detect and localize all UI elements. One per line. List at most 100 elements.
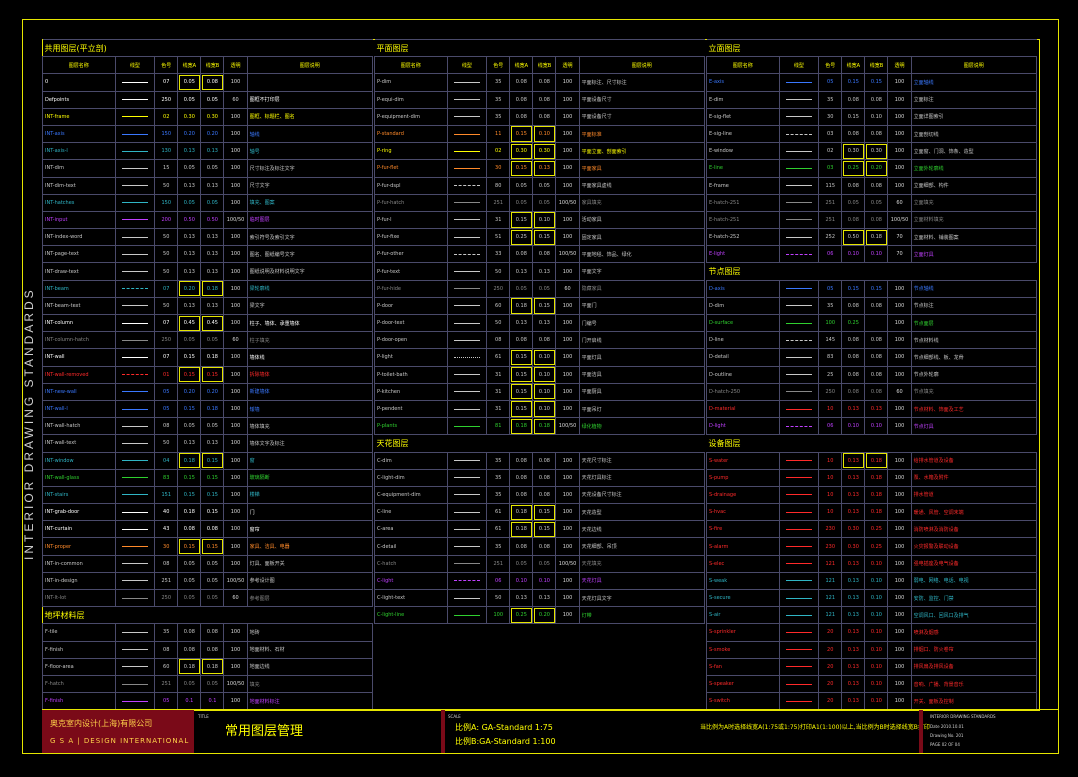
transparency: 100 — [887, 588, 912, 608]
transparency: 100 — [887, 692, 912, 711]
color-number: 35 — [818, 296, 843, 316]
lineweight-a: 0.13 — [177, 142, 202, 161]
header-cell: 线型 — [446, 56, 488, 75]
layer-name: INT-wall-l — [42, 399, 116, 419]
lineweight-b: 0.05 — [532, 279, 557, 298]
layer-row: C-area 61 0.18 0.15 100 天花边线 — [374, 520, 706, 539]
lineweight-b: 0.15 — [864, 279, 889, 298]
layer-row: D-outline 25 0.08 0.08 100 节点外轮廓 — [706, 365, 1038, 384]
transparency: 100 — [555, 313, 580, 333]
lineweight-b: 0.25 — [864, 537, 889, 556]
linetype-swatch — [785, 631, 813, 633]
lineweight-b: 0.20 — [200, 382, 225, 401]
linetype-swatch — [121, 528, 149, 530]
transparency: 100 — [887, 176, 912, 195]
color-number: 35 — [486, 451, 511, 470]
lineweight-a: 0.10 — [841, 245, 866, 264]
section-title: 共用图层(平立剖) — [42, 38, 373, 58]
layer-name: C-light-line — [374, 606, 448, 625]
layer-row: D-material 10 0.13 0.13 100 节点材料、饰面及工艺 — [706, 399, 1038, 419]
layer-description: 安防、监控、门禁 — [910, 588, 1038, 608]
layer-row: C-detail 35 0.08 0.08 100 天花细部、吊顶 — [374, 537, 706, 556]
linetype-cell — [778, 107, 820, 126]
linetype-cell — [114, 468, 156, 487]
lineweight-b: 0.05 — [200, 588, 225, 608]
lineweight-b: 0.10 — [864, 417, 889, 436]
linetype-cell — [446, 382, 488, 401]
color-number: 35 — [486, 107, 511, 126]
linetype-cell — [778, 468, 820, 487]
layer-row: D-dim 35 0.08 0.08 100 节点标注 — [706, 296, 1038, 316]
lineweight-b: 0.08 — [200, 520, 225, 539]
linetype-swatch — [785, 202, 813, 204]
linetype-cell — [114, 73, 156, 92]
lineweight-b: 0.08 — [532, 107, 557, 126]
color-number: 250 — [486, 279, 511, 298]
color-number: 50 — [486, 313, 511, 333]
linetype-swatch — [453, 236, 481, 238]
layer-row: S-secure 121 0.13 0.10 100 安防、监控、门禁 — [706, 588, 1038, 608]
layer-description: 门编号 — [578, 313, 706, 333]
linetype-cell — [114, 485, 156, 505]
lineweight-b: 0.08 — [200, 623, 225, 642]
lineweight-b: 0.10 — [532, 365, 557, 384]
layer-row: P-door-text 50 0.13 0.13 100 门编号 — [374, 313, 706, 333]
linetype-swatch — [121, 288, 149, 290]
layer-row: INT-stairs 151 0.15 0.15 100 楼梯 — [42, 485, 374, 505]
linetype-swatch — [785, 546, 813, 548]
layer-name: C-detail — [374, 537, 448, 556]
lineweight-a: 0.25 — [509, 228, 534, 247]
layer-row: INT-frame 02 0.30 0.30 100 图框、标题栏、图名 — [42, 107, 374, 126]
linetype-swatch — [785, 322, 813, 324]
linetype-cell — [114, 348, 156, 367]
header-cell: 线宽B — [864, 56, 889, 75]
lineweight-a: 0.18 — [509, 520, 534, 539]
scale-b: 比例B:GA-Standard 1:100 — [455, 737, 556, 746]
linetype-swatch — [785, 116, 813, 118]
layer-description: 家具、洁具、电器 — [246, 537, 374, 556]
transparency: 100 — [555, 382, 580, 401]
lineweight-b: 0.05 — [532, 193, 557, 212]
layer-row: S-pump 10 0.13 0.18 100 泵、水箱及附件 — [706, 468, 1038, 487]
layer-name: C-area — [374, 520, 448, 539]
color-number: 07 — [154, 348, 179, 367]
layer-name: INT-input — [42, 210, 116, 230]
layer-row: S-hvac 10 0.13 0.18 100 暖通、风管、空调末端 — [706, 503, 1038, 522]
layer-description: 地面边线 — [246, 657, 374, 676]
color-number: 10 — [818, 399, 843, 419]
color-number: 250 — [818, 382, 843, 401]
layer-name: S-air — [706, 606, 780, 625]
layer-row: S-water 10 0.13 0.18 100 给排水管道及设备 — [706, 451, 1038, 470]
linetype-swatch — [453, 219, 481, 221]
transparency: 100 — [887, 674, 912, 694]
lineweight-a: 0.15 — [177, 365, 202, 384]
layer-description: 立面剖切线 — [910, 124, 1038, 144]
layer-row: INT-wall-hatch 08 0.05 0.05 100 墙体填充 — [42, 417, 374, 436]
color-number: 50 — [154, 245, 179, 264]
linetype-cell — [446, 331, 488, 350]
lineweight-a: 0.13 — [841, 692, 866, 711]
layer-name: P-fur-hatch — [374, 193, 448, 212]
linetype-swatch — [785, 236, 813, 238]
lineweight-a: 0.15 — [509, 399, 534, 419]
layer-name: E-axis — [706, 73, 780, 92]
layer-name: P-equi-dim — [374, 90, 448, 109]
layer-description: 天花细部、吊顶 — [578, 537, 706, 556]
transparency: 100 — [223, 657, 248, 676]
layer-description: 灯带 — [578, 606, 706, 625]
transparency: 100 — [887, 640, 912, 659]
linetype-swatch — [121, 253, 149, 255]
layer-description: 家具填充 — [578, 193, 706, 212]
layer-description: 排烟口、防火卷帘 — [910, 640, 1038, 659]
transparency: 100 — [223, 245, 248, 264]
linetype-cell — [446, 399, 488, 419]
section-title-row: 立面图层 — [706, 38, 1037, 58]
linetype-swatch — [453, 81, 481, 83]
linetype-cell — [114, 399, 156, 419]
layer-name: E-sig-line — [706, 124, 780, 144]
linetype-swatch — [121, 305, 149, 307]
linetype-cell — [446, 176, 488, 195]
color-number: 251 — [154, 674, 179, 694]
layer-description: 门开启线 — [578, 331, 706, 350]
layer-row: INT-axis-l 130 0.13 0.13 100 轴号 — [42, 142, 374, 161]
